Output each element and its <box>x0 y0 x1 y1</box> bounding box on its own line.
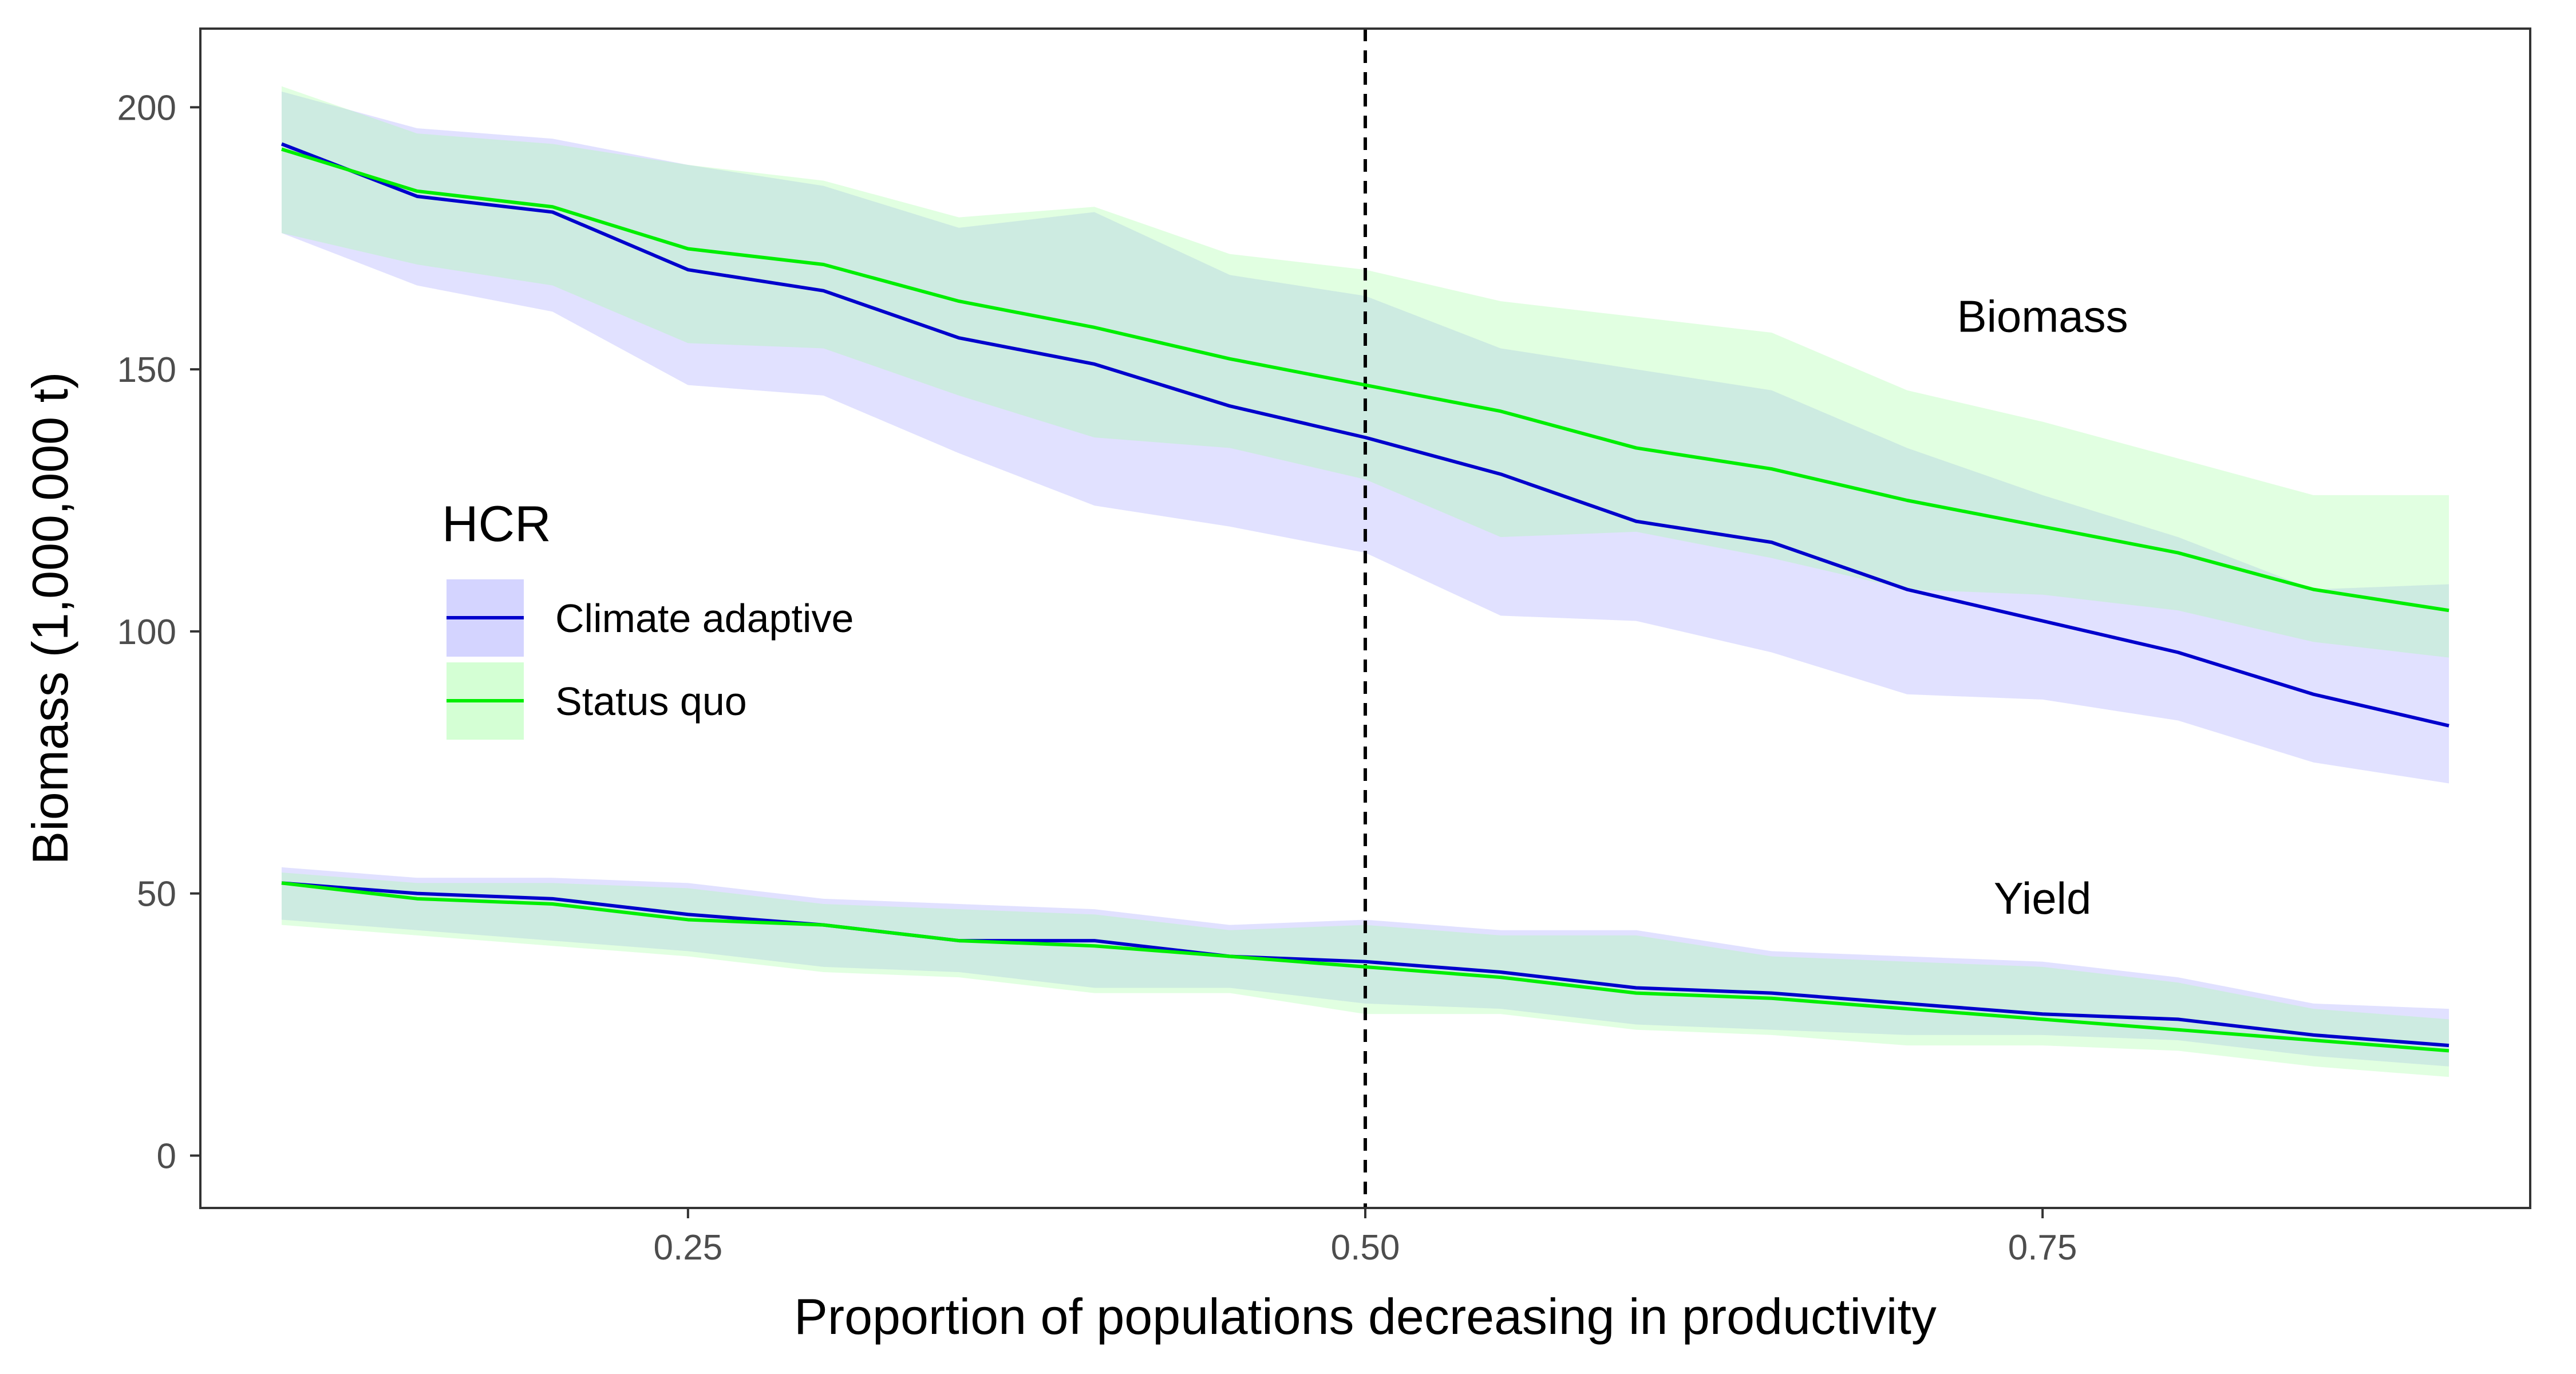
y-axis-title: Biomass (1,000,000 t) <box>22 372 78 865</box>
y-tick-label: 150 <box>117 350 176 390</box>
x-tick-label: 0.50 <box>1331 1228 1400 1268</box>
biomass-climate-adaptive-line <box>280 142 2449 728</box>
biomass-status-quo-line <box>281 147 2449 613</box>
y-tick-label: 50 <box>137 875 176 914</box>
y-axis: 0 50 100 150 200 <box>117 88 200 1176</box>
y-tick-label: 200 <box>117 88 176 128</box>
x-axis: 0.25 0.50 0.75 <box>654 1208 2077 1268</box>
yield-climate-adaptive-line <box>281 881 2449 1048</box>
y-tick-label: 0 <box>157 1136 176 1176</box>
legend-label-status-quo: Status quo <box>555 679 747 724</box>
yield-status-quo-line <box>281 881 2449 1053</box>
annotations: Biomass Yield <box>1957 291 2128 923</box>
series-lines <box>280 142 2449 1053</box>
legend-entry-status-quo: Status quo <box>447 662 747 740</box>
annotation-biomass: Biomass <box>1957 291 2128 342</box>
annotation-yield: Yield <box>1994 873 2092 923</box>
y-tick-label: 100 <box>117 613 176 652</box>
legend: HCR Climate adaptive Status quo <box>442 495 854 740</box>
legend-label-climate-adaptive: Climate adaptive <box>555 596 854 641</box>
x-tick-label: 0.25 <box>654 1228 723 1268</box>
legend-entry-climate-adaptive: Climate adaptive <box>447 579 854 657</box>
x-axis-title: Proportion of populations decreasing in … <box>794 1288 1937 1345</box>
legend-title: HCR <box>442 495 551 552</box>
x-tick-label: 0.75 <box>2008 1228 2077 1268</box>
biomass-status-quo-band <box>281 86 2449 658</box>
